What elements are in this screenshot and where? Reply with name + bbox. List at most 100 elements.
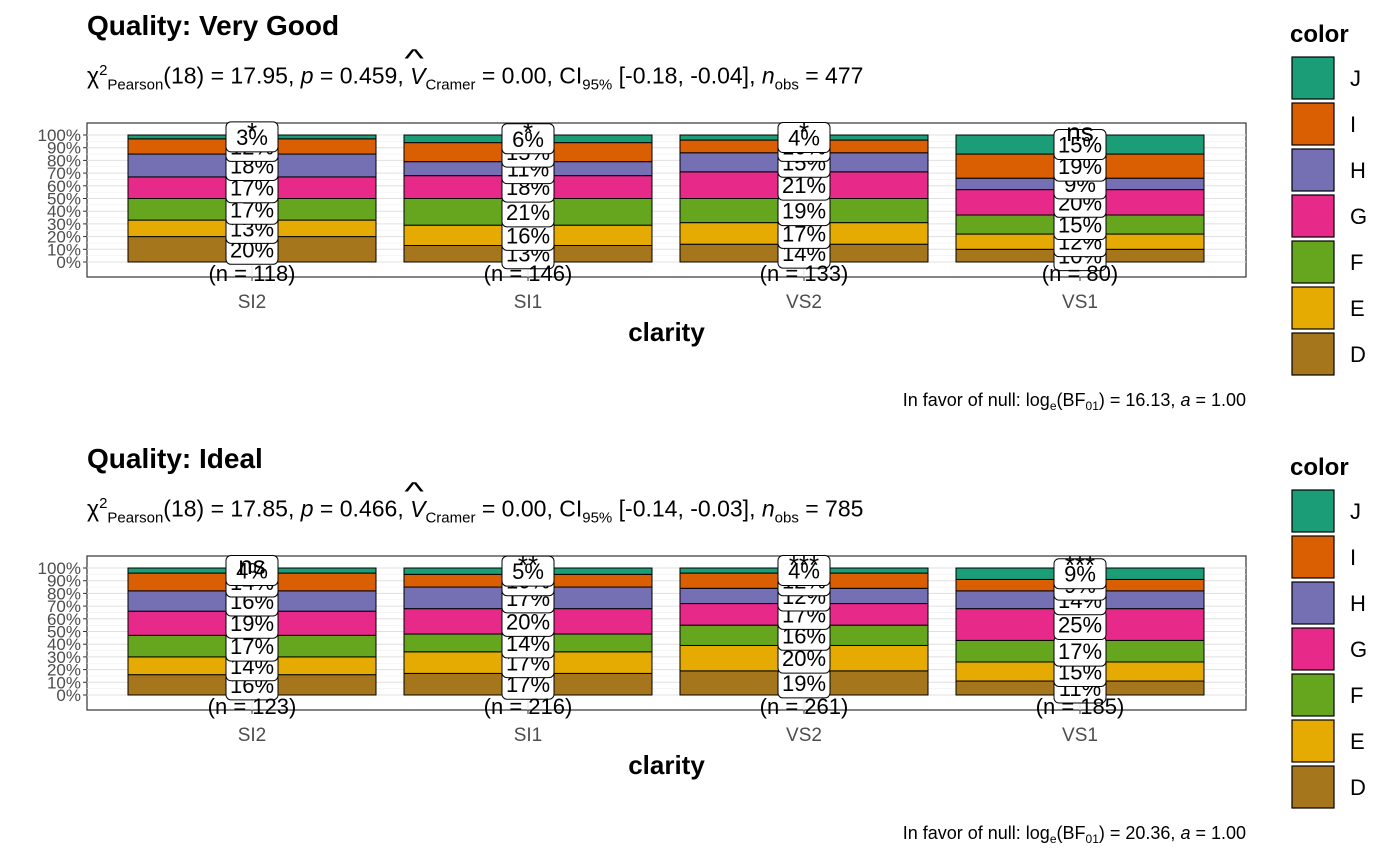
y-tick-label: 70% <box>47 597 81 616</box>
stacked-bar-chart: 0%10%20%30%40%50%60%70%80%90%100%20%13%1… <box>38 21 1367 376</box>
data-label: 4% <box>788 126 820 151</box>
significance-label: * <box>523 117 533 147</box>
legend-swatch-D <box>1291 765 1335 809</box>
significance-label: *** <box>1065 550 1095 580</box>
legend-label: D <box>1350 775 1366 800</box>
p-label: p <box>300 62 314 89</box>
legend-label: F <box>1350 250 1363 275</box>
y-tick-label: 40% <box>47 635 81 654</box>
x-tick-label: SI2 <box>238 725 267 746</box>
legend-swatch-F <box>1291 240 1335 284</box>
y-tick-label: 30% <box>47 215 81 234</box>
data-label: 25% <box>1058 613 1102 638</box>
caption-a-value: = 1.00 <box>1190 823 1246 843</box>
chi-symbol: χ <box>87 495 100 522</box>
data-label-box <box>777 122 831 154</box>
legend-label: J <box>1350 66 1361 91</box>
y-tick-label: 20% <box>47 228 81 247</box>
x-tick-label: SI1 <box>514 292 543 313</box>
data-label: 4% <box>788 559 820 584</box>
legend-label: I <box>1350 545 1356 570</box>
x-tick-label: VS1 <box>1062 292 1098 313</box>
data-label: 19% <box>782 199 826 224</box>
y-tick-label: 80% <box>47 151 81 170</box>
legend-label: G <box>1350 637 1367 662</box>
caption-e-sub: e <box>1049 399 1057 413</box>
v-value: = 0.00 <box>475 495 547 522</box>
ci-value: [-0.18, -0.04] <box>612 62 750 89</box>
y-tick-label: 50% <box>47 190 81 209</box>
legend-label: H <box>1350 158 1366 183</box>
panel-ideal: Quality: Ideal χ2Pearson(18) = 17.85, p … <box>0 433 1400 866</box>
count-label: (n = 118) <box>208 261 295 286</box>
legend-swatch-H <box>1291 581 1335 625</box>
data-label-box <box>1053 558 1107 590</box>
n-label: n <box>761 62 775 89</box>
legend-swatch-E <box>1291 286 1335 330</box>
caption-bf: (BF <box>1056 390 1086 410</box>
caption-bf-sub: 01 <box>1085 399 1099 413</box>
legend-label: I <box>1350 112 1356 137</box>
data-label-box <box>225 121 279 153</box>
x-tick-label: SI1 <box>514 725 543 746</box>
data-label: 19% <box>782 671 826 696</box>
data-label-box <box>501 555 555 587</box>
x-tick-label: VS1 <box>1062 725 1098 746</box>
y-tick-label: 50% <box>47 623 81 642</box>
data-label-box <box>225 555 279 587</box>
significance-label: ns <box>238 550 265 580</box>
v-value: = 0.00 <box>475 62 547 89</box>
data-label-box <box>501 123 555 155</box>
legend-label: D <box>1350 342 1366 367</box>
data-label-box <box>777 555 831 587</box>
data-label: 21% <box>506 200 550 225</box>
chart-caption: In favor of null: loge(BF01) = 16.13, a … <box>903 390 1246 413</box>
caption-prefix: In favor of null: log <box>902 390 1050 410</box>
caption-value: ) = 16.13, <box>1098 390 1181 410</box>
count-label: (n = 123) <box>208 694 297 719</box>
n-sub: obs <box>774 76 799 94</box>
x-tick-label: VS2 <box>786 725 822 746</box>
chart-title: Quality: Very Good <box>87 10 340 41</box>
y-axis: 0%10%20%30%40%50%60%70%80%90%100% <box>38 126 87 272</box>
x-tick-label: SI2 <box>238 292 267 313</box>
data-label-box <box>1053 129 1107 161</box>
caption-bf: (BF <box>1056 823 1086 843</box>
ci-sub: 95% <box>582 76 613 94</box>
chart-caption: In favor of null: loge(BF01) = 20.36, a … <box>903 823 1246 846</box>
legend-swatch-J <box>1291 489 1335 533</box>
chi-symbol: χ <box>87 62 100 89</box>
caption-value: ) = 20.36, <box>1098 823 1181 843</box>
y-tick-label: 100% <box>38 559 81 578</box>
legend-label: G <box>1350 204 1367 229</box>
caption-a-label: a <box>1180 823 1191 843</box>
y-tick-label: 90% <box>47 139 81 158</box>
caption-bf-sub: 01 <box>1085 832 1099 846</box>
count-label: (n = 261) <box>760 694 849 719</box>
bar-labels: 20%13%17%17%18%12%3%*(n = 118)13%16%21%1… <box>208 117 1118 286</box>
n-label: n <box>761 495 775 522</box>
x-axis-label: clarity <box>628 750 705 780</box>
count-label: (n = 146) <box>484 261 573 286</box>
data-label: 5% <box>512 559 544 584</box>
chart-subtitle: χ2Pearson(18) = 17.85, p = 0.466, VCrame… <box>87 495 863 527</box>
y-tick-label: 70% <box>47 164 81 183</box>
legend-swatch-H <box>1291 148 1335 192</box>
legend-swatch-I <box>1291 102 1335 146</box>
legend-title: color <box>1290 454 1349 481</box>
y-tick-label: 60% <box>47 177 81 196</box>
count-label: (n = 216) <box>484 694 573 719</box>
legend-swatch-D <box>1291 332 1335 376</box>
y-axis: 0%10%20%30%40%50%60%70%80%90%100% <box>38 559 87 705</box>
y-tick-label: 90% <box>47 572 81 591</box>
p-label: p <box>300 495 314 522</box>
legend-swatch-G <box>1291 194 1335 238</box>
chart-title: Quality: Ideal <box>87 443 263 474</box>
x-tick-label: VS2 <box>786 292 822 313</box>
significance-label: *** <box>789 550 819 580</box>
y-tick-label: 80% <box>47 584 81 603</box>
v-label: V <box>410 496 425 523</box>
count-label: (n = 80) <box>1042 261 1118 286</box>
ci-value: [-0.14, -0.03] <box>612 495 750 522</box>
chi-sub: Pearson <box>107 509 164 527</box>
